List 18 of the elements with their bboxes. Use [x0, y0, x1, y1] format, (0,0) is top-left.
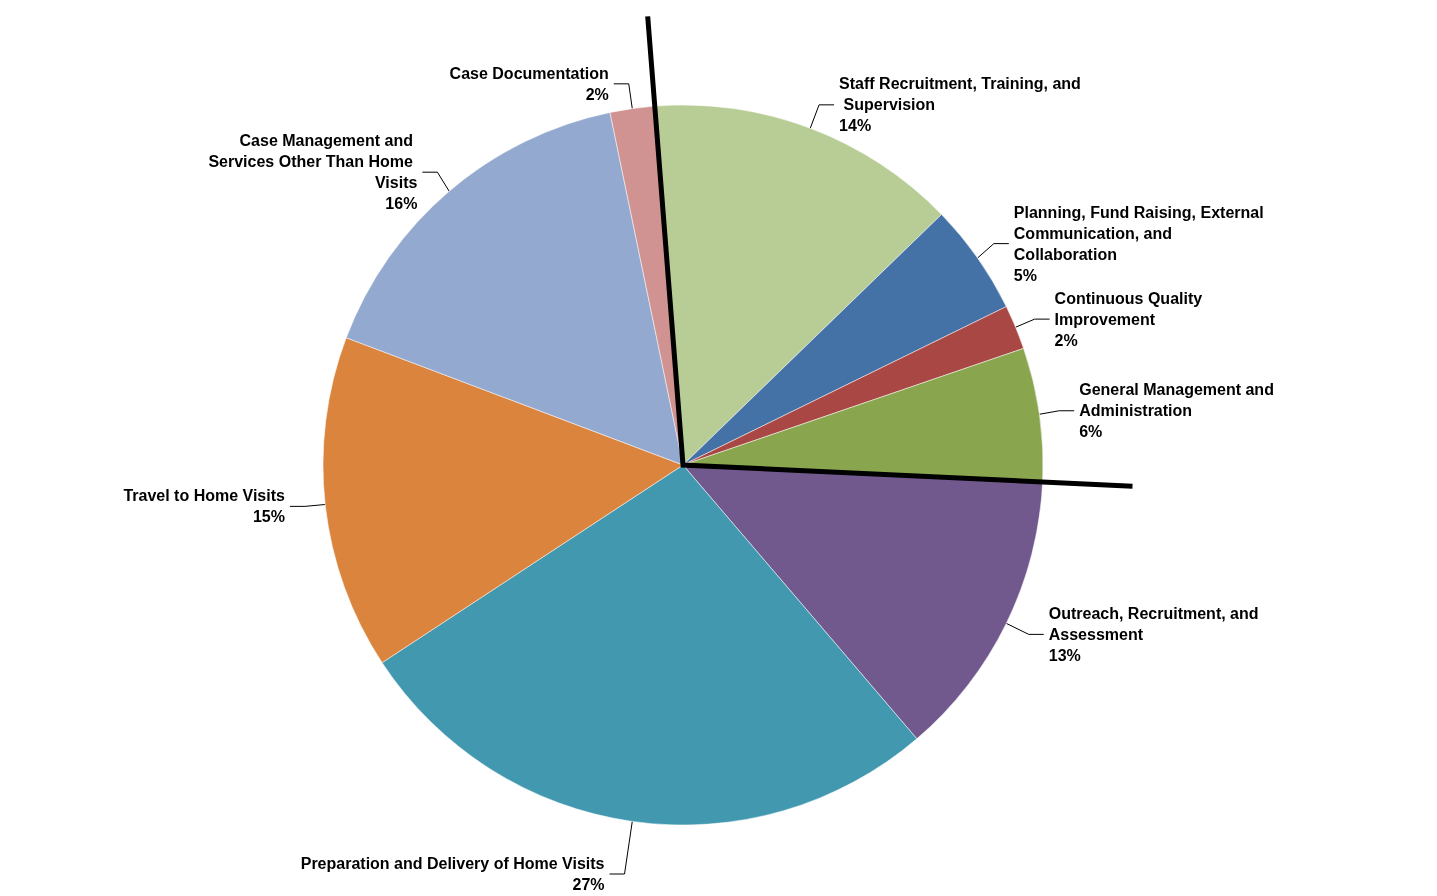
data-label: 6% [1079, 423, 1103, 441]
data-label: 16% [385, 195, 418, 213]
data-label: 2% [1054, 331, 1078, 349]
slice-label: Case Management and Services Other Than Home Visits [208, 132, 418, 192]
slice-label: Outreach, Recruitment, and Assessment [1048, 604, 1264, 643]
slice-label: Continuous Quality Improvement [1054, 289, 1207, 328]
data-label: 5% [1013, 266, 1037, 284]
slice-label: Case Documentation [449, 64, 609, 82]
data-label: 27% [572, 876, 605, 893]
slice-label: Preparation and Delivery of Home Visits [300, 855, 605, 872]
data-label: 15% [252, 508, 285, 526]
data-label: 2% [585, 85, 609, 103]
slice-label: Travel to Home Visits [123, 487, 286, 505]
data-label: 14% [839, 117, 872, 135]
slice-label: Planning, Fund Raising, External Communication, and Collaboration [1013, 203, 1269, 263]
data-label: 13% [1048, 646, 1081, 664]
slice-label: Staff Recruitment, Training, and Supervision [839, 75, 1081, 114]
slice-label: General Management and Administration [1079, 381, 1279, 420]
